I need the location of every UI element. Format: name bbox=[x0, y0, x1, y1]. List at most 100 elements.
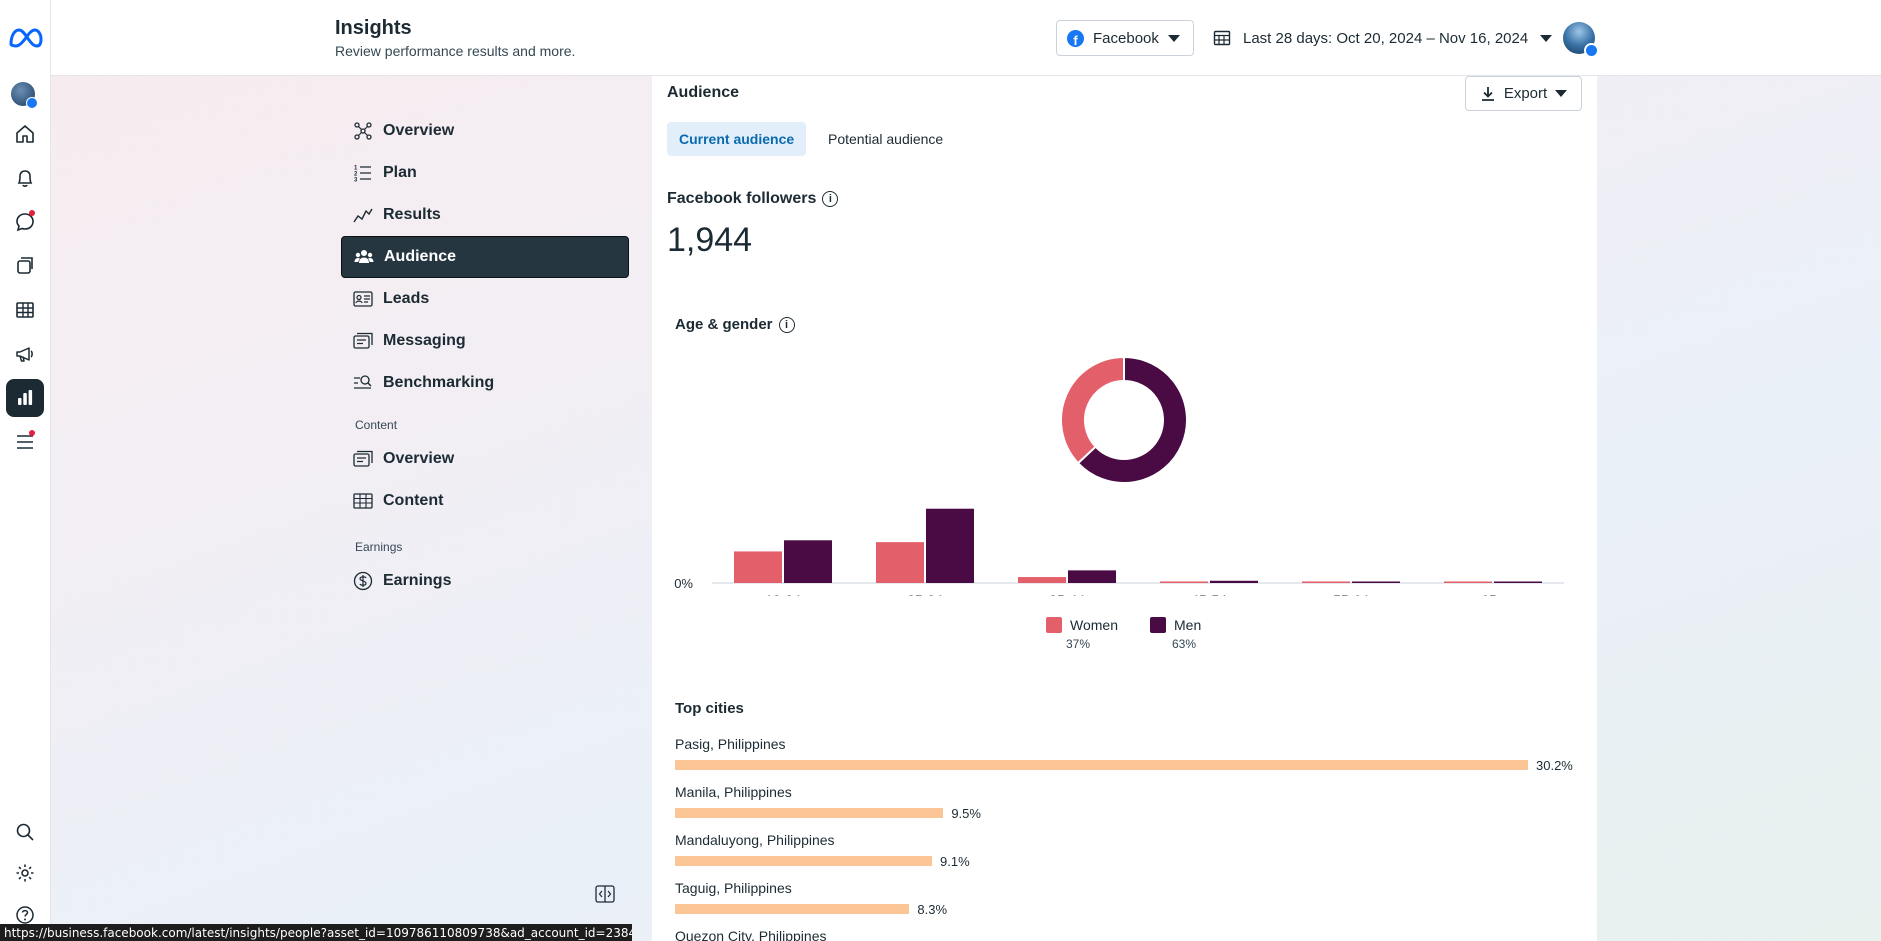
svg-text:1: 1 bbox=[354, 166, 358, 172]
nav-item-content[interactable]: Content bbox=[341, 480, 629, 522]
bar-women-18-24 bbox=[734, 551, 782, 583]
planner-table-icon[interactable] bbox=[6, 291, 44, 329]
results-icon bbox=[353, 208, 373, 223]
nav-item-benchmarking[interactable]: Benchmarking bbox=[341, 362, 629, 404]
all-tools-menu-icon[interactable] bbox=[6, 423, 44, 461]
nav-item-label: Audience bbox=[384, 248, 457, 265]
section-title: Audience bbox=[667, 84, 740, 101]
platform-dropdown[interactable]: f Facebook bbox=[1056, 20, 1194, 56]
svg-text:3: 3 bbox=[354, 178, 358, 184]
nav-item-results[interactable]: Results bbox=[341, 194, 629, 236]
plan-icon: 123 bbox=[354, 166, 371, 184]
meta-logo-icon[interactable] bbox=[7, 27, 43, 49]
nav-section-earnings: Earnings bbox=[355, 540, 403, 554]
page-subtitle: Review performance results and more. bbox=[335, 43, 576, 59]
account-avatar[interactable] bbox=[11, 82, 38, 109]
search-icon[interactable] bbox=[6, 813, 44, 851]
x-tick-label: 35-44 bbox=[1049, 592, 1085, 596]
info-icon[interactable]: i bbox=[778, 316, 795, 333]
nav-item-content-overview[interactable]: Overview bbox=[341, 438, 629, 480]
x-tick-label: 45-54 bbox=[1191, 592, 1227, 596]
download-icon bbox=[1481, 86, 1494, 101]
export-button[interactable]: Export bbox=[1465, 76, 1582, 111]
city-bar bbox=[675, 808, 944, 818]
nav-item-leads[interactable]: Leads bbox=[341, 278, 629, 320]
overview-icon bbox=[354, 122, 372, 140]
nav-item-earnings[interactable]: Earnings bbox=[341, 560, 629, 602]
svg-text:2: 2 bbox=[354, 172, 358, 178]
donut-slice-women bbox=[1060, 355, 1125, 465]
bar-men-55-64 bbox=[1352, 581, 1400, 583]
city-name: Taguig, Philippines bbox=[675, 880, 792, 896]
x-tick-label: 18-24 bbox=[765, 592, 801, 596]
export-label: Export bbox=[1503, 85, 1548, 102]
bar-men-45-54 bbox=[1210, 580, 1258, 583]
help-question-icon[interactable] bbox=[6, 896, 44, 934]
notifications-bell-icon[interactable] bbox=[6, 159, 44, 197]
x-tick-label: 55-64 bbox=[1333, 592, 1369, 596]
city-percent: 9.1% bbox=[940, 854, 970, 869]
insights-bar-chart-icon[interactable] bbox=[6, 379, 44, 417]
messaging-icon bbox=[353, 332, 373, 349]
legend-percent-women: 37% bbox=[1066, 637, 1091, 651]
facebook-logo-icon: f bbox=[1067, 29, 1084, 47]
benchmarking-icon bbox=[354, 375, 372, 389]
top-cities-title: Top cities bbox=[675, 700, 744, 717]
date-range-picker[interactable]: Last 28 days: Oct 20, 2024 – Nov 16, 202… bbox=[1213, 20, 1553, 56]
bar-men-65+ bbox=[1494, 581, 1542, 583]
x-tick-label: 25-34 bbox=[907, 592, 943, 596]
collapse-sidebar-icon[interactable] bbox=[595, 885, 615, 903]
legend-percent-men: 63% bbox=[1172, 637, 1197, 651]
platform-selected-value: Facebook bbox=[1093, 29, 1159, 47]
content-posts-icon[interactable] bbox=[6, 247, 44, 285]
bar-men-25-34 bbox=[926, 508, 974, 583]
profile-avatar[interactable] bbox=[1563, 22, 1599, 58]
dollar-icon bbox=[353, 571, 373, 591]
inbox-notification-dot bbox=[29, 210, 35, 216]
bar-women-45-54 bbox=[1160, 581, 1208, 583]
bar-women-25-34 bbox=[876, 542, 924, 583]
city-name: Quezon City, Philippines bbox=[675, 928, 827, 941]
inbox-chat-icon[interactable] bbox=[6, 203, 44, 241]
city-name: Pasig, Philippines bbox=[675, 736, 786, 752]
nav-item-label: Overview bbox=[383, 122, 455, 139]
home-icon[interactable] bbox=[6, 115, 44, 153]
followers-count: 1,944 bbox=[667, 221, 753, 259]
tab-current-audience[interactable]: Current audience bbox=[667, 122, 807, 156]
city-name: Manila, Philippines bbox=[675, 784, 792, 800]
bar-women-35-44 bbox=[1018, 577, 1066, 583]
nav-item-audience[interactable]: Audience bbox=[341, 236, 629, 278]
age-gender-chart: 0% 18-24 25-34 35-44 45-54 55-64 65+ bbox=[674, 355, 1564, 596]
city-percent: 8.3% bbox=[917, 902, 948, 917]
nav-item-label: Messaging bbox=[383, 332, 466, 349]
legend-label-men: Men bbox=[1174, 617, 1202, 633]
calendar-icon bbox=[1213, 30, 1231, 46]
city-bar bbox=[675, 856, 933, 866]
donut-slice-men bbox=[1076, 355, 1188, 484]
city-percent: 30.2% bbox=[1536, 758, 1573, 773]
x-tick-label: 65+ bbox=[1481, 592, 1505, 596]
audience-icon bbox=[354, 250, 374, 263]
facebook-badge-icon bbox=[1584, 43, 1599, 58]
chevron-down-icon bbox=[1540, 34, 1553, 42]
nav-item-messaging[interactable]: Messaging bbox=[341, 320, 629, 362]
facebook-badge-icon bbox=[26, 97, 38, 109]
browser-status-url: https://business.facebook.com/latest/ins… bbox=[0, 924, 632, 941]
nav-item-label: Benchmarking bbox=[383, 374, 495, 391]
page-title: Insights bbox=[335, 17, 412, 39]
age-gender-title-text: Age & gender bbox=[675, 316, 773, 333]
city-percent: 9.5% bbox=[951, 806, 981, 821]
legend-women: Women 37% bbox=[1046, 617, 1118, 651]
nav-item-label: Content bbox=[383, 492, 444, 509]
ads-megaphone-icon[interactable] bbox=[6, 335, 44, 373]
bar-women-65+ bbox=[1444, 581, 1492, 583]
nav-item-overview[interactable]: Overview bbox=[341, 110, 629, 152]
settings-gear-icon[interactable] bbox=[6, 854, 44, 892]
info-icon[interactable]: i bbox=[822, 191, 839, 207]
top-header: Insights Review performance results and … bbox=[51, 0, 1881, 76]
tab-potential-audience[interactable]: Potential audience bbox=[828, 131, 944, 147]
legend-label-women: Women bbox=[1070, 617, 1118, 633]
y-tick-label: 0% bbox=[674, 576, 693, 591]
legend-swatch-women bbox=[1046, 617, 1062, 633]
